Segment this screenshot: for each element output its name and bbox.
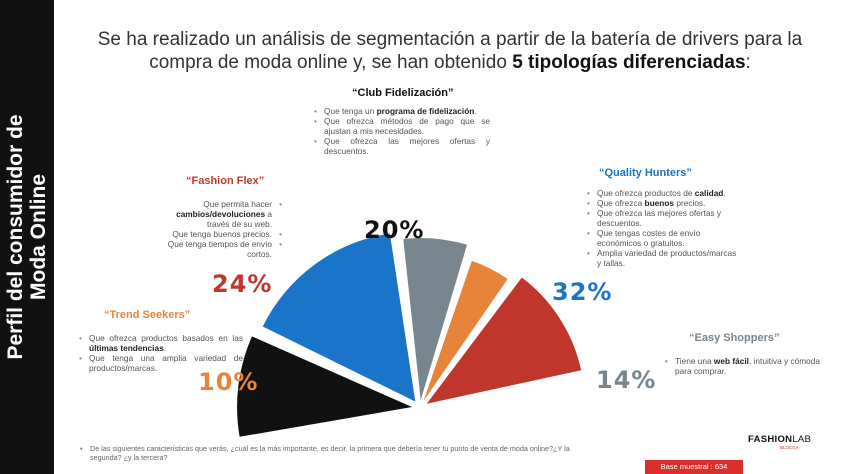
segment-title-quality: “Quality Hunters” (599, 167, 692, 179)
segment-title-fashion: “Fashion Flex” (186, 175, 265, 187)
bullet-text-bold: buenos (644, 198, 675, 208)
bullet-text-pre: Que ofrezca métodos de pago que se ajust… (324, 116, 490, 136)
bullet-text-post: a través de su web. (206, 209, 272, 229)
bullet-text-pre: Que ofrezca productos basados en las (89, 333, 243, 343)
bullet-text-pre: Que tenga buenos precios. (172, 229, 272, 239)
segment-title-easy: “Easy Shoppers” (689, 332, 780, 344)
segment-bullets-quality: Que ofrezca productos de calidad.Que ofr… (587, 188, 737, 268)
bullet-text-post: . (474, 106, 477, 116)
bullet-item: Que tenga un programa de fidelización. (314, 106, 490, 116)
bullet-item: Que permita hacer cambios/devoluciones a… (154, 199, 282, 229)
bullet-item: Que tenga buenos precios. (154, 229, 282, 239)
headline-line2: compra de moda online y, se han obtenido… (70, 51, 830, 74)
bullet-text-post: . (723, 188, 726, 198)
bullet-item: Que ofrezca productos basados en las últ… (79, 333, 243, 353)
bullet-item: Amplia variedad de productos/marcas y ta… (587, 248, 737, 268)
headline-line1: Se ha realizado un análisis de segmentac… (97, 29, 803, 50)
segment-bullets-trend: Que ofrezca productos basados en las últ… (79, 333, 243, 373)
fashionlab-logo: FASHIONLAB (748, 434, 811, 445)
bullet-text-bold: últimas tendencias (89, 343, 164, 353)
pie-slice-club (237, 336, 413, 437)
segment-bullets-fashion: Que permita hacer cambios/devoluciones a… (154, 199, 282, 259)
bullet-text-bold: calidad (694, 188, 724, 198)
bullet-text-pre: Que tenga un (324, 106, 377, 116)
survey-question-footnote: De las siguientes características que ve… (80, 444, 590, 462)
bullet-item: Que tenga tiempos de envío cortos. (154, 239, 282, 259)
brand-bold: FASHION (748, 434, 793, 445)
bullet-text-pre: Que tenga tiempos de envío cortos. (167, 239, 272, 259)
sample-size-badge: Base muestral : 634 (645, 460, 743, 474)
bullet-item: Que ofrezca productos de calidad. (587, 188, 737, 198)
bullet-text-post: , intuitiva y cómoda para comprar. (675, 356, 820, 376)
headline-bold-text: 5 tipologías diferenciadas (512, 52, 746, 73)
bullet-item: Que tenga una amplia variedad de product… (79, 353, 243, 373)
bullet-item: Que ofrezca buenos precios. (587, 198, 737, 208)
pie-slice-trend (423, 260, 508, 401)
pct-label-quality: 32% (552, 278, 613, 306)
segment-bullets-easy: Tiene una web fácil, intuitiva y cómoda … (665, 356, 825, 376)
bullet-text-pre: Que tengas costes de envío económicos o … (597, 228, 701, 248)
brand-subtitle: BLOCGA (780, 445, 799, 450)
bullet-text-post: precios. (674, 198, 706, 208)
bullet-item: Que ofrezca las mejores ofertas y descue… (587, 208, 737, 228)
segment-title-trend: “Trend Seekers” (104, 309, 191, 321)
bullet-item: Que ofrezca las mejores ofertas y descue… (314, 136, 490, 156)
sidebar: Perfil del consumidor de Moda Online (0, 0, 54, 474)
bullet-text-pre: Que tenga una amplia variedad de product… (89, 353, 243, 373)
bullet-item: Que tengas costes de envío económicos o … (587, 228, 737, 248)
segment-title-club: “Club Fidelización” (352, 87, 454, 99)
pie-slice-quality (262, 233, 416, 402)
bullet-text-pre: Que permita hacer (203, 199, 272, 209)
bullet-text-pre: Que ofrezca las mejores ofertas y descue… (324, 136, 490, 156)
bullet-text-pre: Amplia variedad de productos/marcas y ta… (597, 248, 737, 268)
pie-slice-fashion (426, 277, 582, 404)
bullet-text-bold: cambios/devoluciones (176, 209, 266, 219)
bullet-text-pre: Que ofrezca (597, 198, 645, 208)
headline-line2-text: compra de moda online y, se han obtenido (149, 52, 513, 73)
pie-slice-easy (403, 238, 468, 401)
bullet-text-bold: programa de fidelización (376, 106, 475, 116)
brand-light: LAB (792, 434, 812, 445)
bullet-text-pre: Que ofrezca las mejores ofertas y descue… (597, 208, 722, 228)
bullet-item: Que ofrezca métodos de pago que se ajust… (314, 116, 490, 136)
headline-colon: : (745, 52, 751, 73)
headline: Se ha realizado un análisis de segmentac… (70, 28, 830, 74)
bullet-item: Tiene una web fácil, intuitiva y cómoda … (665, 356, 825, 376)
segment-bullets-club: Que tenga un programa de fidelización.Qu… (314, 106, 490, 156)
bullet-text-pre: Que ofrezca productos de (597, 188, 695, 198)
pct-label-club: 20% (364, 216, 425, 244)
pct-label-easy: 14% (596, 366, 657, 394)
bullet-text-post: . (163, 343, 167, 353)
bullet-text-pre: Tiene una (675, 356, 714, 366)
bullet-text-bold: web fácil (713, 356, 749, 366)
pct-label-fashion: 24% (212, 270, 273, 298)
